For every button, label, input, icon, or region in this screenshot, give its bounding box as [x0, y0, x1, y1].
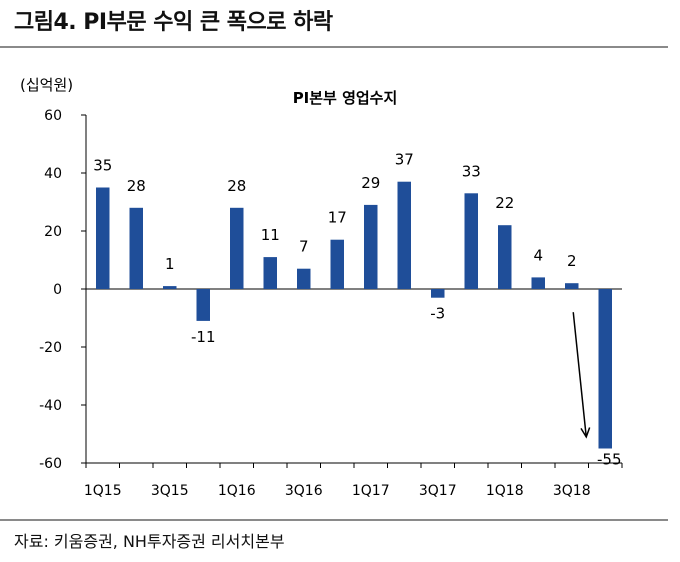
data-label-4Q18: -55 — [597, 451, 622, 469]
bar-4Q17 — [464, 193, 478, 289]
x-tick-label: 1Q16 — [218, 483, 256, 499]
x-tick-label: 1Q17 — [352, 483, 390, 499]
top-divider — [0, 46, 668, 48]
unit-label: (십억원) — [20, 76, 73, 94]
bar-4Q15 — [196, 289, 210, 321]
bars — [96, 181, 612, 449]
data-label-3Q17: -3 — [430, 305, 445, 323]
y-tick-label: -60 — [39, 456, 62, 472]
y-tick-label: 20 — [44, 224, 62, 240]
data-label-2Q18: 4 — [533, 246, 543, 264]
bar-1Q17 — [364, 204, 378, 289]
annotation — [572, 312, 591, 439]
bar-2Q15 — [129, 207, 143, 289]
data-label-1Q18: 22 — [495, 194, 514, 212]
x-tick-labels: 1Q15 3Q15 1Q16 3Q16 1Q17 3Q17 1Q18 3Q18 — [84, 483, 591, 499]
data-label-2Q17: 37 — [395, 151, 414, 169]
chart-title: PI본부 영업수지 — [293, 89, 398, 107]
data-labels: 35 28 1 -11 28 11 7 17 29 37 -3 33 22 4 2 -55 — [93, 151, 621, 469]
bar-3Q16 — [297, 268, 311, 289]
data-label-1Q17: 29 — [361, 174, 380, 192]
bottom-divider — [0, 519, 668, 521]
data-label-1Q15: 35 — [93, 157, 112, 175]
data-label-2Q16: 11 — [261, 226, 280, 244]
bar-4Q18 — [598, 289, 612, 449]
data-label-2Q15: 28 — [127, 177, 146, 195]
x-tick-label: 3Q16 — [285, 483, 323, 499]
bar-1Q15 — [96, 187, 110, 289]
y-tick-label: 60 — [44, 108, 62, 124]
bar-2Q17 — [397, 181, 411, 289]
x-tick-label: 3Q15 — [151, 483, 189, 499]
x-tick-label: 1Q15 — [84, 483, 122, 499]
data-label-4Q17: 33 — [462, 162, 481, 180]
bar-1Q18 — [498, 225, 512, 289]
bar-1Q16 — [230, 207, 244, 289]
y-tick-label: 40 — [44, 166, 62, 182]
annotation-arrow-line — [572, 312, 587, 437]
bar-3Q18 — [565, 283, 579, 289]
bar-2Q16 — [263, 257, 277, 289]
data-label-3Q15: 1 — [165, 255, 175, 273]
y-tick-label: 0 — [53, 282, 62, 298]
data-label-4Q15: -11 — [191, 328, 216, 346]
axes: 60 40 20 0 -20 -40 -60 — [39, 108, 623, 472]
bar-3Q17 — [431, 289, 445, 298]
bar-4Q16 — [330, 239, 344, 289]
source-note: 자료: 키움증권, NH투자증권 리서치본부 — [14, 532, 285, 551]
x-tick-label: 3Q18 — [553, 483, 591, 499]
y-tick-label: -20 — [39, 340, 62, 356]
data-label-4Q16: 17 — [328, 209, 347, 227]
figure-title: 그림4. PI부문 수익 큰 폭으로 하락 — [14, 10, 333, 35]
data-label-3Q16: 7 — [299, 238, 309, 256]
data-label-1Q16: 28 — [227, 177, 246, 195]
x-tick-label: 3Q17 — [419, 483, 457, 499]
bar-2Q18 — [531, 277, 545, 289]
y-tick-label: -40 — [39, 398, 62, 414]
chart: (십억원) PI본부 영업수지 60 40 20 0 -20 -40 -60 35 28 1 -1… — [20, 76, 623, 499]
data-label-3Q18: 2 — [567, 252, 577, 270]
bar-3Q15 — [163, 286, 177, 289]
x-tick-label: 1Q18 — [486, 483, 524, 499]
annotation-arrow-head — [580, 427, 591, 439]
